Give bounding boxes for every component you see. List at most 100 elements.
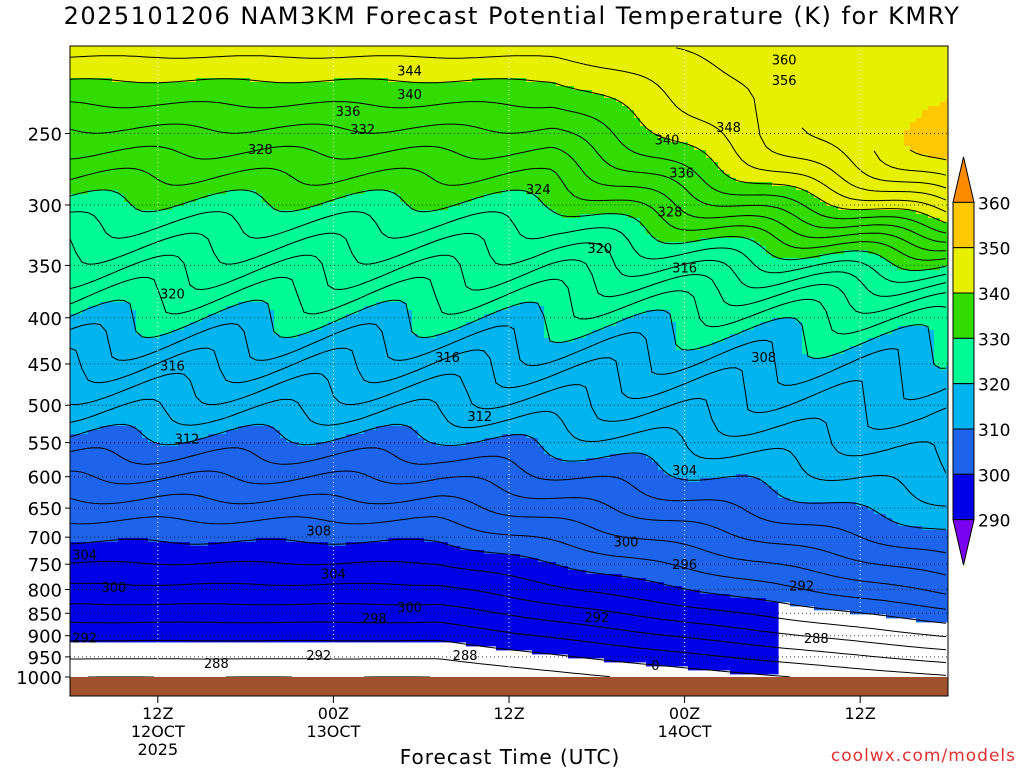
color-band-cell bbox=[592, 46, 599, 94]
color-band-cell bbox=[484, 554, 491, 646]
color-band-cell bbox=[370, 190, 377, 306]
color-band-cell bbox=[808, 194, 815, 258]
color-band-cell bbox=[532, 82, 539, 194]
color-band-cell bbox=[82, 434, 89, 542]
color-band-cell bbox=[460, 202, 467, 326]
color-band-cell bbox=[190, 202, 197, 322]
y-axis: 2503003504004505005506006507007508008509… bbox=[16, 124, 70, 689]
color-band-cell bbox=[274, 334, 281, 430]
color-band-cell bbox=[862, 46, 869, 210]
color-band-cell bbox=[442, 82, 449, 210]
color-band-cell bbox=[472, 46, 479, 78]
contour-label: 348 bbox=[716, 121, 741, 136]
color-band-cell bbox=[604, 326, 611, 458]
color-band-cell bbox=[334, 78, 341, 198]
color-band-cell bbox=[940, 102, 947, 158]
color-band-cell bbox=[106, 78, 113, 190]
color-band-cell bbox=[760, 598, 767, 674]
color-band-cell bbox=[142, 538, 149, 642]
color-band-cell bbox=[562, 46, 569, 86]
color-band-cell bbox=[592, 94, 599, 214]
color-band-cell bbox=[244, 46, 251, 78]
color-band-cell bbox=[538, 562, 545, 654]
color-band-cell bbox=[172, 330, 179, 446]
color-band-cell bbox=[292, 542, 299, 642]
color-band-cell bbox=[574, 570, 581, 658]
color-band-cell bbox=[214, 314, 221, 434]
color-band-cell bbox=[604, 98, 611, 214]
color-band-cell bbox=[568, 342, 575, 462]
color-band-cell bbox=[772, 602, 779, 674]
color-band-cell bbox=[706, 478, 713, 594]
color-band-cell bbox=[742, 330, 749, 474]
color-band-cell bbox=[250, 542, 257, 642]
color-band-cell bbox=[244, 78, 251, 190]
color-band-cell bbox=[742, 182, 749, 238]
color-band-cell bbox=[376, 190, 383, 302]
color-band-cell bbox=[280, 338, 287, 438]
color-band-cell bbox=[364, 306, 371, 430]
contour-label: 332 bbox=[350, 123, 375, 138]
color-band-cell bbox=[136, 430, 143, 538]
color-band-cell bbox=[664, 474, 671, 586]
color-band-cell bbox=[646, 310, 653, 458]
color-band-cell bbox=[82, 78, 89, 194]
color-band-cell bbox=[724, 46, 731, 174]
contour-label: 336 bbox=[336, 105, 361, 120]
color-band-cell bbox=[400, 202, 407, 302]
color-band-cell bbox=[886, 262, 893, 334]
color-band-cell bbox=[226, 46, 233, 78]
color-band-cell bbox=[622, 106, 629, 214]
color-band-cell bbox=[628, 46, 635, 110]
color-band-cell bbox=[376, 542, 383, 642]
color-band-cell bbox=[916, 46, 923, 118]
color-band-cell bbox=[160, 82, 167, 210]
color-band-cell bbox=[136, 538, 143, 642]
contour-label: 288 bbox=[204, 657, 229, 672]
color-band-cell bbox=[496, 194, 503, 310]
contour-label: 288 bbox=[804, 632, 829, 647]
color-band-cell bbox=[232, 542, 239, 642]
contour-label: 328 bbox=[248, 143, 273, 158]
color-band-cell bbox=[694, 350, 701, 482]
color-band-cell bbox=[382, 78, 389, 190]
color-band-cell bbox=[658, 46, 665, 138]
color-band-cell bbox=[790, 258, 797, 318]
color-band-cell bbox=[226, 306, 233, 430]
color-band-cell bbox=[196, 46, 203, 78]
color-band-cell bbox=[316, 46, 323, 82]
color-band-cell bbox=[358, 542, 365, 642]
color-band-cell bbox=[280, 46, 287, 82]
contour-label: 360 bbox=[772, 53, 797, 68]
color-band-cell bbox=[244, 302, 251, 426]
color-band-cell bbox=[454, 330, 461, 446]
color-band-cell bbox=[754, 598, 761, 674]
color-band-cell bbox=[202, 198, 209, 318]
color-band-cell bbox=[730, 178, 737, 238]
color-band-cell bbox=[166, 210, 173, 334]
color-band-cell bbox=[136, 82, 143, 210]
color-band-cell bbox=[928, 106, 935, 158]
color-band-cell bbox=[454, 206, 461, 330]
color-band-cell bbox=[922, 530, 929, 622]
color-band-cell bbox=[520, 434, 527, 558]
contour-label: 308 bbox=[751, 351, 776, 366]
color-band-cell bbox=[646, 130, 653, 234]
color-band-cell bbox=[214, 46, 221, 78]
color-band-cell bbox=[454, 546, 461, 642]
color-band-cell bbox=[928, 46, 935, 106]
color-band-cell bbox=[574, 90, 581, 218]
contour-label: 328 bbox=[658, 205, 683, 220]
color-band-cell bbox=[250, 82, 257, 190]
color-band-cell bbox=[358, 46, 365, 78]
color-band-cell bbox=[118, 46, 125, 82]
color-band-cell bbox=[886, 210, 893, 262]
color-band-cell bbox=[100, 426, 107, 542]
x-axis-label: Forecast Time (UTC) bbox=[330, 745, 690, 769]
contour-label: 298 bbox=[362, 612, 387, 627]
color-band-cell bbox=[160, 542, 167, 642]
contour-label: 304 bbox=[321, 568, 346, 583]
color-band-cell bbox=[502, 310, 509, 434]
color-band-cell bbox=[298, 334, 305, 446]
color-band-cell bbox=[130, 206, 137, 310]
